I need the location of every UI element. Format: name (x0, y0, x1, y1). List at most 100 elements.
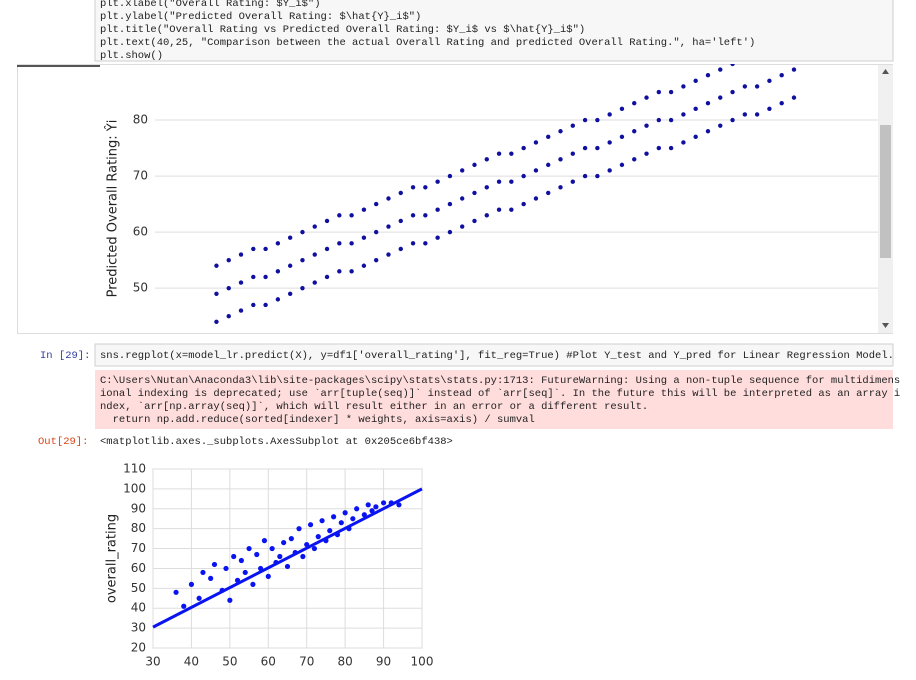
point (779, 101, 784, 106)
point (238, 308, 244, 313)
point (300, 285, 305, 291)
y-tick-label: 70 (131, 541, 146, 555)
point (275, 269, 281, 274)
point (632, 129, 637, 134)
point (435, 179, 440, 184)
in-prompt: In [29]: (40, 350, 90, 362)
point (361, 263, 367, 268)
point (718, 67, 723, 72)
y-tick-label: 20 (131, 641, 146, 655)
point (181, 603, 187, 609)
point (705, 73, 711, 78)
y-tick-label: 110 (123, 462, 146, 476)
code-line: sns.regplot(x=model_lr.predict(X), y=df1… (100, 350, 894, 362)
point (324, 274, 330, 280)
point (509, 179, 514, 184)
point (337, 213, 342, 218)
point (484, 157, 489, 162)
point (251, 302, 256, 308)
point (312, 280, 317, 285)
point (472, 190, 477, 196)
point (533, 140, 539, 145)
point (342, 510, 348, 516)
point (288, 536, 294, 542)
y-tick-label: 30 (131, 621, 146, 635)
x-tick-label: 70 (299, 655, 314, 669)
point (354, 506, 360, 512)
point (398, 218, 403, 224)
point (261, 538, 268, 544)
code-cell[interactable] (94, 343, 894, 367)
point (595, 117, 600, 123)
point (730, 89, 735, 95)
point (668, 117, 674, 123)
point (693, 134, 698, 140)
point (754, 84, 760, 89)
point (509, 151, 514, 156)
code-line: plt.title("Overall Rating vs Predicted O… (100, 24, 585, 36)
point (533, 196, 539, 201)
point (350, 516, 356, 522)
point (331, 514, 337, 520)
output-scroll-area[interactable] (17, 64, 893, 334)
y-tick-label: 50 (133, 281, 148, 295)
point (277, 553, 283, 560)
point (767, 78, 772, 84)
stderr-line: return np.add.reduce(sorted[indexer] * w… (100, 414, 535, 426)
point (668, 89, 674, 95)
point (214, 291, 219, 296)
point (386, 196, 391, 201)
point (226, 257, 231, 263)
code-line: plt.xlabel("Overall Rating: $Y_i$") (100, 0, 321, 10)
point (307, 522, 314, 528)
point (718, 123, 723, 128)
scrollbar-thumb[interactable] (880, 125, 891, 258)
point (619, 134, 625, 140)
point (730, 117, 735, 123)
point (521, 173, 526, 179)
point (521, 145, 526, 151)
point (349, 269, 354, 274)
point (410, 213, 416, 218)
point (423, 185, 428, 190)
point (533, 168, 539, 173)
point (361, 207, 367, 212)
y-tick-label: 70 (133, 169, 148, 183)
code-cell[interactable] (94, 0, 894, 62)
out-prompt: Out[29]: (38, 436, 88, 448)
point (779, 73, 784, 78)
point (386, 252, 391, 257)
stderr-line: C:\Users\Nutan\Anaconda3\lib\site-packag… (100, 375, 900, 387)
point (349, 213, 354, 218)
point (296, 526, 302, 532)
point (287, 235, 293, 240)
point (208, 575, 214, 581)
point (300, 257, 305, 263)
point (656, 145, 662, 151)
x-tick-label: 60 (261, 655, 276, 669)
point (681, 112, 686, 117)
point (337, 269, 342, 274)
y-tick-label: 90 (131, 501, 146, 515)
point (791, 67, 797, 72)
point (410, 185, 416, 190)
point (251, 246, 256, 252)
point (619, 106, 625, 112)
point (791, 95, 797, 100)
y-tick-label: 80 (133, 113, 148, 127)
point (373, 229, 379, 235)
point (668, 145, 674, 151)
point (398, 190, 403, 196)
point (250, 581, 256, 587)
point (644, 95, 649, 100)
point (324, 246, 330, 252)
point (546, 162, 551, 168)
point (327, 528, 333, 534)
point (300, 229, 305, 235)
point (246, 545, 252, 552)
point (300, 553, 306, 560)
point (570, 123, 575, 128)
y-tick-label: 100 (123, 481, 146, 495)
y-tick-label: 40 (131, 601, 146, 615)
point (460, 196, 465, 201)
